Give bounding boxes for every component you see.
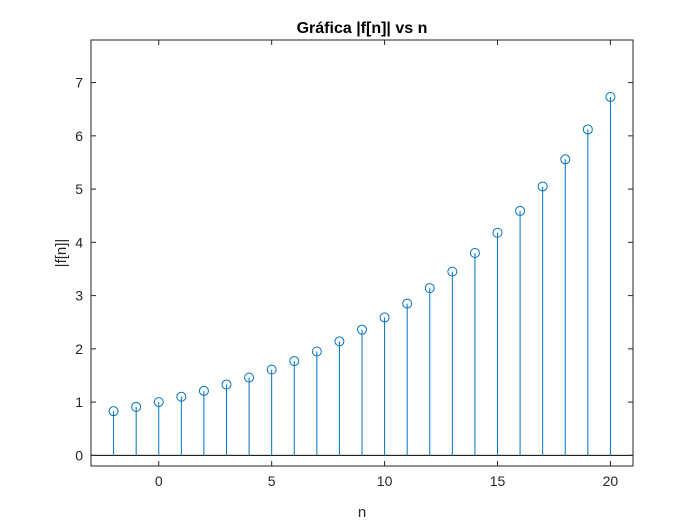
stem-marker [537,181,548,192]
stem-marker [402,298,413,309]
stem-marker [176,391,187,402]
y-tick-label: 7 [75,75,83,91]
stem-marker [289,356,300,367]
y-tick-label: 4 [75,234,83,250]
stem-marker [244,372,255,383]
y-tick-label: 3 [75,288,83,304]
stem-marker [108,406,119,417]
stems-layer [108,91,616,456]
chart-title: Gráfica |f[n]| vs n [297,20,428,37]
x-tick-label: 10 [377,473,393,489]
stem-marker [131,401,142,412]
stem-marker [469,248,480,258]
stem-marker [424,283,435,294]
x-tick-label: 20 [603,473,619,489]
stem-marker [198,385,209,396]
axes-box [90,39,634,467]
stem-marker [266,364,277,375]
stem-marker [605,91,616,102]
stem-marker [492,227,503,238]
stem-marker [221,379,232,390]
y-axis-label: |f[n]| [53,239,70,268]
axes-layer: 0 5 10 15 20 0 1 2 3 4 5 6 7 [75,39,634,489]
y-tick-label: 6 [75,128,83,144]
stem-marker [515,205,526,216]
stem-marker [379,312,390,323]
x-tick-label: 15 [490,473,506,489]
stem-marker [560,154,571,165]
x-axis-label: n [358,504,366,521]
y-tick-label: 0 [75,447,83,463]
stem-marker [153,397,164,408]
y-tick-label: 2 [75,341,83,357]
stem-marker [334,336,345,347]
x-tick-label: 0 [155,473,163,489]
stem-marker [582,124,593,135]
stem-marker [357,324,367,335]
x-tick-label: 5 [268,473,276,489]
y-tick-label: 5 [75,181,83,197]
stem-marker [447,266,458,277]
y-tick-label: 1 [75,394,83,410]
stem-marker [311,346,322,357]
